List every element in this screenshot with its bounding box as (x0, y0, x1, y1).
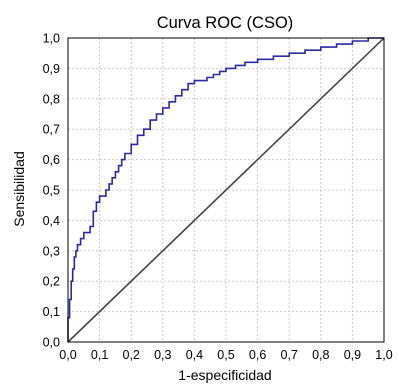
y-tick-label: 0,1 (43, 305, 60, 319)
x-tick-label: 1,0 (375, 348, 392, 362)
roc-curve-line (67, 37, 384, 342)
y-tick-label: 0,9 (43, 62, 60, 76)
y-axis-ticks: 0,0 0,1 0,2 0,3 0,4 0,5 0,6 0,7 0,8 0,9 1,0 (43, 32, 60, 350)
x-tick-label: 0,5 (217, 348, 234, 362)
x-tick-label: 0,0 (59, 348, 76, 362)
x-tick-label: 0,2 (123, 348, 140, 362)
x-tick-label: 0,6 (249, 348, 266, 362)
y-tick-label: 0,3 (43, 244, 60, 258)
plot-frame (67, 37, 385, 343)
y-tick-label: 1,0 (43, 32, 60, 46)
x-tick-label: 0,3 (154, 348, 171, 362)
x-axis-label: 1-especificidad (178, 367, 271, 383)
x-tick-label: 0,9 (344, 348, 361, 362)
x-tick-label: 0,8 (312, 348, 329, 362)
y-tick-label: 0,0 (43, 336, 60, 350)
x-tick-label: 0,7 (281, 348, 298, 362)
y-tick-label: 0,2 (43, 275, 60, 289)
x-tick-label: 0,4 (186, 348, 203, 362)
y-axis-label: Sensibilidad (11, 151, 27, 227)
y-tick-label: 0,5 (43, 184, 60, 198)
reference-diagonal-line (67, 37, 385, 343)
y-tick-label: 0,4 (43, 214, 60, 228)
x-axis-ticks: 0,0 0,1 0,2 0,3 0,4 0,5 0,6 0,7 0,8 0,9 1,0 (59, 348, 392, 362)
chart-title: Curva ROC (CSO) (157, 14, 294, 32)
y-tick-label: 0,7 (43, 123, 60, 137)
y-tick-label: 0,6 (43, 153, 60, 167)
x-tick-label: 0,1 (91, 348, 108, 362)
y-tick-label: 0,8 (43, 92, 60, 106)
